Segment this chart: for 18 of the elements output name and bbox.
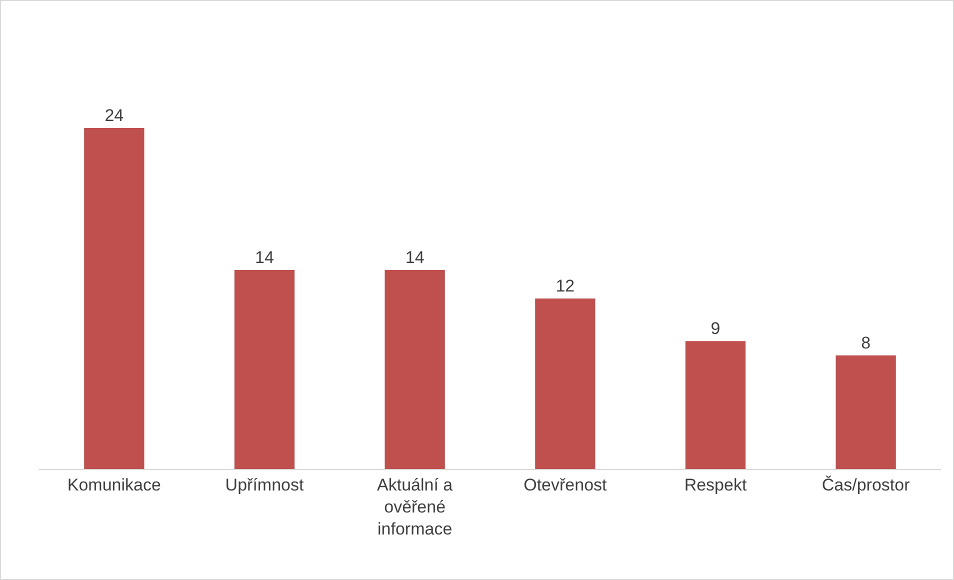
x-tick-label: Komunikace	[67, 475, 161, 494]
bar	[836, 355, 896, 469]
x-tick-label: Aktuální a ověřené informace	[377, 475, 454, 539]
data-label: 8	[861, 333, 871, 352]
bar	[84, 128, 144, 469]
data-label: 14	[255, 248, 274, 268]
x-tick-label: Čas/prostor	[822, 475, 910, 494]
data-label: 24	[104, 106, 124, 125]
x-tick-label: Otevřenost	[524, 475, 608, 494]
bar	[685, 341, 746, 469]
bar	[384, 270, 445, 469]
data-label: 14	[405, 248, 424, 268]
data-label: 9	[710, 319, 720, 338]
x-tick-label: Upřímnost	[225, 475, 304, 494]
x-tick-label: Respekt	[684, 475, 747, 494]
bar	[535, 298, 596, 469]
data-label: 12	[556, 276, 575, 296]
bar	[234, 270, 295, 469]
